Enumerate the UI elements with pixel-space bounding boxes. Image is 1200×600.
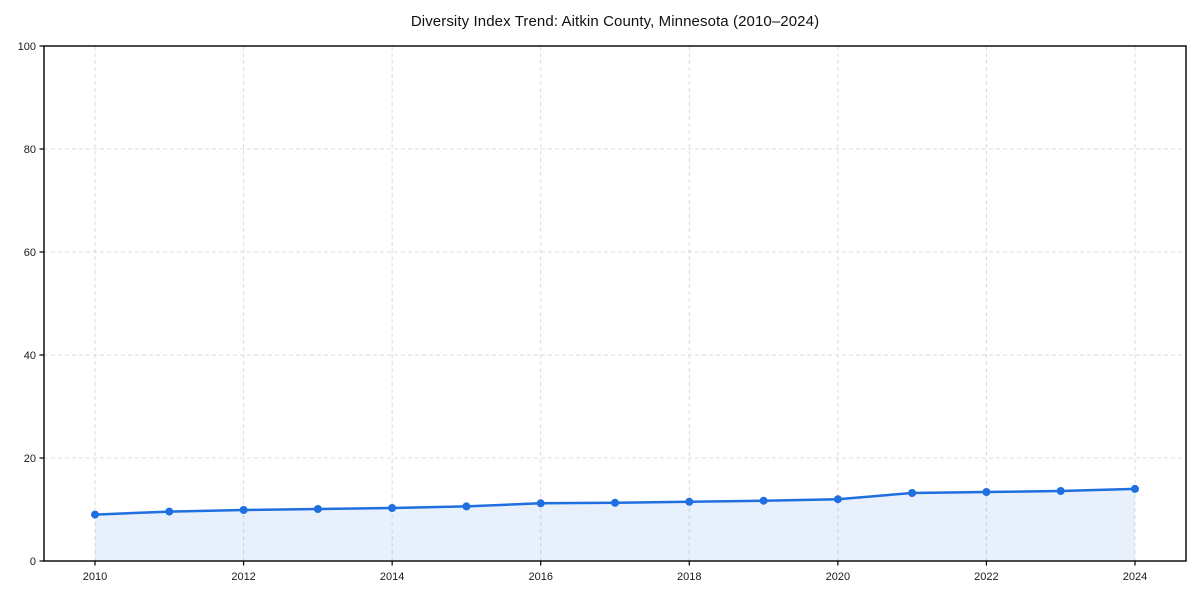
area-fill — [95, 488, 1135, 561]
data-point-2019 — [759, 496, 768, 505]
y-tick-label: 40 — [24, 350, 36, 362]
data-point-2021 — [908, 489, 917, 497]
data-point-2022 — [982, 488, 991, 496]
data-point-2017 — [611, 498, 619, 507]
data-point-2020 — [833, 495, 842, 504]
y-axis: 0 20 40 60 80 100 — [18, 41, 44, 568]
data-point-2014 — [388, 504, 397, 512]
x-tick-label: 2024 — [1123, 571, 1147, 583]
x-tick-label: 2010 — [83, 571, 107, 583]
grid-lines — [44, 45, 1186, 562]
y-tick-label: 100 — [18, 41, 36, 53]
x-tick-label: 2014 — [380, 571, 404, 583]
x-axis: 2010 2012 2014 2016 2018 2020 2022 2024 — [83, 561, 1147, 583]
x-tick-label: 2016 — [528, 571, 552, 583]
y-tick-label: 20 — [24, 453, 36, 465]
x-tick-label: 2022 — [974, 571, 998, 583]
y-tick-label: 80 — [24, 144, 36, 156]
y-tick-label: 60 — [24, 247, 36, 259]
data-point-2018 — [685, 497, 694, 506]
data-point-2012 — [239, 506, 248, 514]
data-point-2011 — [165, 507, 174, 516]
data-point-2023 — [1056, 487, 1065, 495]
data-point-2016 — [536, 499, 545, 508]
data-point-2024 — [1131, 484, 1139, 493]
y-tick-label: 0 — [30, 556, 36, 568]
axes-frame — [43, 45, 1187, 562]
x-tick-label: 2018 — [677, 571, 701, 583]
data-point-2015 — [462, 502, 471, 511]
data-points — [91, 484, 1139, 519]
x-tick-label: 2020 — [826, 571, 850, 583]
x-tick-label: 2012 — [231, 571, 255, 583]
data-point-2013 — [313, 505, 322, 513]
chart-title: Diversity Index Trend: Aitkin County, Mi… — [410, 13, 820, 30]
data-point-2010 — [91, 510, 99, 519]
